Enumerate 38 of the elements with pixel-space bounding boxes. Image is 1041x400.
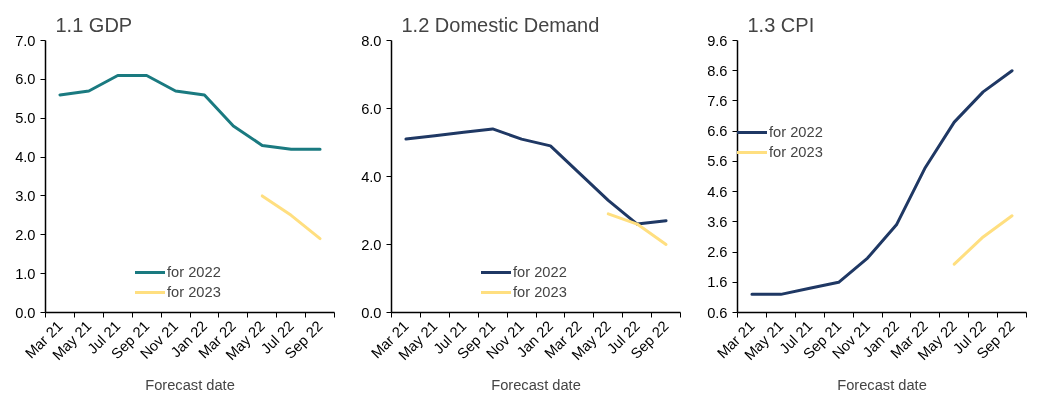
legend-label: for 2022 xyxy=(513,264,567,280)
line-series xyxy=(58,73,322,151)
y-tick-label: 4.0 xyxy=(361,168,382,185)
chart-title: 1.2 Domestic Demand xyxy=(401,13,600,36)
y-tick-label: 5.0 xyxy=(15,110,36,127)
y-tick-label: 7.0 xyxy=(15,32,36,49)
y-tick-label: 8.0 xyxy=(361,32,382,49)
x-axis-title: Forecast date xyxy=(145,376,235,393)
legend-label: for 2023 xyxy=(167,284,221,300)
y-tick-label: 0.0 xyxy=(15,304,36,321)
chart-title: 1.3 CPI xyxy=(747,13,815,36)
chart-title: 1.1 GDP xyxy=(55,13,133,36)
y-tick-label: 4.6 xyxy=(707,183,728,200)
y-tick-label: 6.6 xyxy=(707,123,728,140)
y-tick-label: 3.6 xyxy=(707,213,728,230)
y-tick-label: 0.6 xyxy=(707,304,728,321)
y-tick-label: 4.0 xyxy=(15,149,36,166)
y-tick-label: 2.6 xyxy=(707,244,728,261)
y-tick-label: 8.6 xyxy=(707,62,728,79)
x-axis-title: Forecast date xyxy=(837,376,927,393)
y-tick-label: 7.6 xyxy=(707,92,728,109)
line-series xyxy=(750,69,1014,296)
legend-label: for 2022 xyxy=(167,264,221,280)
legend-label: for 2023 xyxy=(769,144,823,160)
y-tick-label: 2.0 xyxy=(361,236,382,253)
y-tick-label: 3.0 xyxy=(15,187,36,204)
legend-label: for 2023 xyxy=(513,284,567,300)
y-tick-label: 2.0 xyxy=(15,226,36,243)
y-tick-label: 1.6 xyxy=(707,274,728,291)
y-tick-label: 5.6 xyxy=(707,153,728,170)
y-tick-label: 6.0 xyxy=(15,71,36,88)
y-tick-label: 9.6 xyxy=(707,32,728,49)
y-tick-label: 1.0 xyxy=(15,265,36,282)
x-axis-title: Forecast date xyxy=(491,376,581,393)
y-tick-label: 6.0 xyxy=(361,100,382,117)
y-tick-label: 0.0 xyxy=(361,304,382,321)
legend-label: for 2022 xyxy=(769,124,823,140)
line-series xyxy=(404,127,668,226)
